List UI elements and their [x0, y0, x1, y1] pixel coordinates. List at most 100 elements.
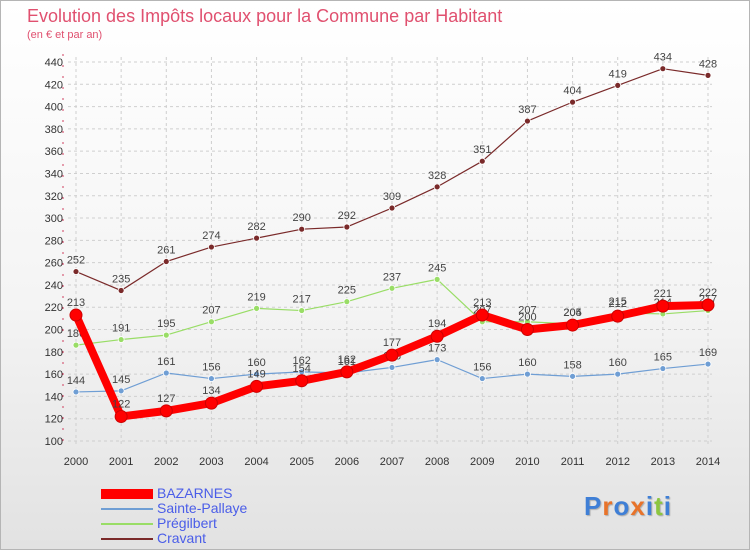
data-label: 156	[473, 362, 491, 374]
data-point	[162, 258, 170, 265]
x-tick-label: 2003	[199, 456, 223, 468]
data-label: 213	[67, 297, 85, 309]
data-point	[208, 318, 215, 326]
data-point	[569, 372, 576, 380]
y-tick-label: 380	[45, 124, 63, 136]
x-tick-label: 2014	[696, 456, 720, 468]
data-point	[388, 284, 396, 292]
data-label: 328	[428, 170, 446, 182]
data-label: 161	[338, 356, 356, 368]
legend-label: BAZARNES	[157, 485, 233, 501]
data-point	[475, 308, 489, 322]
data-label: 165	[654, 352, 672, 364]
data-point	[162, 369, 170, 377]
x-tick-label: 2012	[605, 456, 629, 468]
y-tick-label: 160	[45, 369, 63, 381]
data-point	[611, 309, 625, 323]
data-point	[704, 360, 712, 368]
x-tick-label: 2002	[154, 456, 178, 468]
data-point	[430, 329, 444, 343]
data-label: 177	[383, 337, 401, 349]
data-point	[204, 396, 218, 410]
data-label: 225	[338, 285, 356, 297]
data-point	[340, 365, 354, 379]
data-label: 144	[67, 375, 85, 387]
data-label: 162	[338, 354, 356, 366]
data-point	[566, 318, 580, 332]
y-tick-label: 320	[45, 191, 63, 203]
data-label: 274	[202, 230, 220, 242]
data-point	[162, 331, 170, 339]
legend-swatch	[101, 488, 153, 499]
data-point	[433, 356, 441, 364]
data-label: 419	[609, 68, 627, 80]
y-tick-label: 360	[45, 146, 63, 158]
y-tick-label: 220	[45, 302, 63, 314]
data-label: 194	[428, 318, 446, 330]
data-point	[298, 225, 306, 233]
x-tick-label: 2008	[425, 456, 449, 468]
x-tick-label: 2010	[515, 456, 539, 468]
data-point	[656, 299, 670, 313]
data-label: 434	[654, 52, 672, 64]
data-point	[614, 370, 622, 378]
data-label: 309	[383, 191, 401, 203]
x-tick-label: 2005	[289, 456, 313, 468]
logo-letter: r	[602, 491, 614, 521]
data-label: 221	[654, 288, 672, 300]
data-label: 213	[473, 297, 491, 309]
y-tick-label: 240	[45, 280, 63, 292]
y-tick-label: 180	[45, 347, 63, 359]
data-label: 252	[67, 255, 85, 267]
data-label: 160	[609, 357, 627, 369]
y-tick-label: 400	[45, 102, 63, 114]
y-tick-label: 420	[45, 79, 63, 91]
data-label: 134	[202, 385, 220, 397]
data-label: 282	[247, 221, 265, 233]
data-point	[343, 223, 351, 231]
data-point	[614, 82, 622, 89]
data-point	[72, 388, 80, 396]
chart-title: Evolution des Impôts locaux pour la Comm…	[27, 6, 503, 26]
data-label: 191	[112, 323, 130, 335]
logo-letter: P	[584, 491, 603, 521]
chart-legend: BAZARNES Sainte-Pallaye Prégilbert Crava…	[101, 486, 247, 546]
data-label: 387	[518, 104, 536, 116]
data-point	[208, 243, 215, 251]
data-label: 222	[699, 287, 717, 299]
logo-letter: i	[645, 491, 655, 521]
data-point	[388, 364, 396, 371]
data-point	[298, 307, 306, 314]
data-label: 217	[293, 294, 311, 306]
data-label: 261	[157, 245, 175, 257]
data-point	[208, 375, 215, 382]
data-label: 204	[563, 307, 581, 319]
data-point	[701, 298, 715, 312]
y-tick-label: 260	[45, 258, 63, 270]
x-tick-label: 2004	[244, 456, 268, 468]
legend-item-cravant: Cravant	[101, 531, 247, 546]
data-point	[433, 183, 441, 191]
data-label: 290	[293, 212, 311, 224]
x-tick-label: 2009	[470, 456, 494, 468]
data-label: 428	[699, 58, 717, 70]
data-label: 154	[293, 363, 311, 375]
y-tick-label: 100	[45, 436, 63, 448]
legend-swatch	[101, 537, 153, 540]
data-label: 149	[247, 368, 265, 380]
data-point	[524, 117, 531, 125]
legend-item-sainte-pallaye: Sainte-Pallaye	[101, 501, 247, 516]
data-point	[253, 234, 260, 242]
legend-item-pregilbert: Prégilbert	[101, 516, 247, 531]
data-point	[72, 268, 80, 275]
data-point	[388, 204, 396, 212]
proxiti-logo: Proxiti	[584, 491, 672, 522]
y-tick-label: 340	[45, 168, 63, 180]
data-point	[69, 308, 83, 322]
x-tick-label: 2007	[380, 456, 404, 468]
data-label: 158	[563, 359, 581, 371]
legend-swatch	[101, 507, 153, 510]
data-point	[478, 157, 486, 165]
logo-letter: t	[654, 491, 664, 521]
